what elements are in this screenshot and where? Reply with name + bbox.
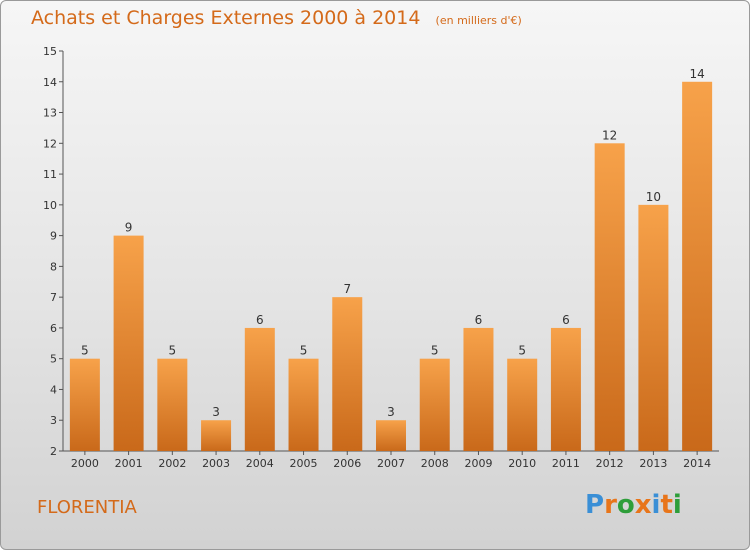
y-tick-label: 10: [43, 199, 57, 212]
y-tick-label: 4: [50, 383, 57, 396]
bar-2010: [507, 358, 538, 451]
x-tick-label-2008: 2008: [421, 457, 449, 470]
y-tick-label: 6: [50, 322, 57, 335]
proxiti-logo[interactable]: Proxiti: [585, 490, 682, 520]
data-label-2002: 5: [169, 344, 177, 358]
y-tick-label: 7: [50, 291, 57, 304]
logo-letter: t: [660, 490, 673, 520]
y-tick-label: 9: [50, 230, 57, 243]
chart-title-main: Achats et Charges Externes 2000 à 2014: [31, 7, 421, 29]
data-label-2011: 6: [562, 313, 570, 327]
bar-2012: [594, 143, 625, 452]
x-tick-label-2000: 2000: [71, 457, 99, 470]
x-tick-label-2003: 2003: [202, 457, 230, 470]
bar-2008: [419, 358, 450, 451]
y-tick-label: 13: [43, 107, 57, 120]
x-tick-label-2004: 2004: [246, 457, 274, 470]
data-label-2004: 6: [256, 313, 264, 327]
y-tick-label: 5: [50, 353, 57, 366]
data-label-2014: 14: [689, 67, 704, 81]
bar-2006: [332, 297, 363, 451]
data-label-2012: 12: [602, 128, 617, 142]
x-tick-label-2002: 2002: [158, 457, 186, 470]
y-tick-label: 8: [50, 260, 57, 273]
y-tick-label: 2: [50, 445, 57, 458]
chart-subtitle: (en milliers d'€): [435, 14, 522, 27]
bar-2011: [550, 327, 581, 451]
bar-2001: [113, 235, 144, 451]
bar-2013: [638, 204, 669, 451]
y-tick-label: 14: [43, 76, 57, 89]
data-label-2007: 3: [387, 405, 395, 419]
commune-name: FLORENTIA: [37, 497, 137, 518]
bar-2014: [682, 81, 713, 452]
y-tick-label: 15: [43, 45, 57, 58]
data-label-2006: 7: [343, 282, 351, 296]
x-tick-label-2012: 2012: [596, 457, 624, 470]
bar-2007: [376, 420, 406, 451]
bar-2003: [201, 420, 232, 451]
data-label-2000: 5: [81, 344, 89, 358]
x-tick-label-2014: 2014: [683, 457, 711, 470]
x-tick-label-2009: 2009: [464, 457, 492, 470]
chart-title: Achats et Charges Externes 2000 à 2014 (…: [31, 7, 522, 29]
data-label-2003: 3: [212, 405, 220, 419]
x-tick-label-2001: 2001: [115, 457, 143, 470]
data-label-2001: 9: [125, 221, 133, 235]
bar-2009: [463, 327, 494, 451]
logo-letter: i: [651, 490, 661, 520]
y-tick-label: 3: [50, 414, 57, 427]
logo-letter: P: [585, 490, 605, 520]
logo-letter: x: [634, 490, 652, 520]
data-label-2008: 5: [431, 344, 439, 358]
data-label-2009: 6: [475, 313, 483, 327]
x-tick-label-2011: 2011: [552, 457, 580, 470]
x-tick-label-2013: 2013: [639, 457, 667, 470]
x-tick-label-2006: 2006: [333, 457, 361, 470]
bar-2002: [157, 358, 188, 451]
x-tick-label-2010: 2010: [508, 457, 536, 470]
data-label-2013: 10: [646, 190, 661, 204]
logo-letter: o: [616, 490, 635, 520]
bar-2000: [69, 358, 100, 451]
logo-letter: i: [672, 490, 682, 520]
data-label-2005: 5: [300, 344, 308, 358]
data-label-2010: 5: [518, 344, 526, 358]
x-tick-label-2007: 2007: [377, 457, 405, 470]
logo-letter: r: [604, 490, 617, 520]
y-tick-label: 12: [43, 137, 57, 150]
y-tick-label: 11: [43, 168, 57, 181]
x-tick-label-2005: 2005: [290, 457, 318, 470]
bar-2005: [288, 358, 319, 451]
bar-2004: [244, 327, 275, 451]
